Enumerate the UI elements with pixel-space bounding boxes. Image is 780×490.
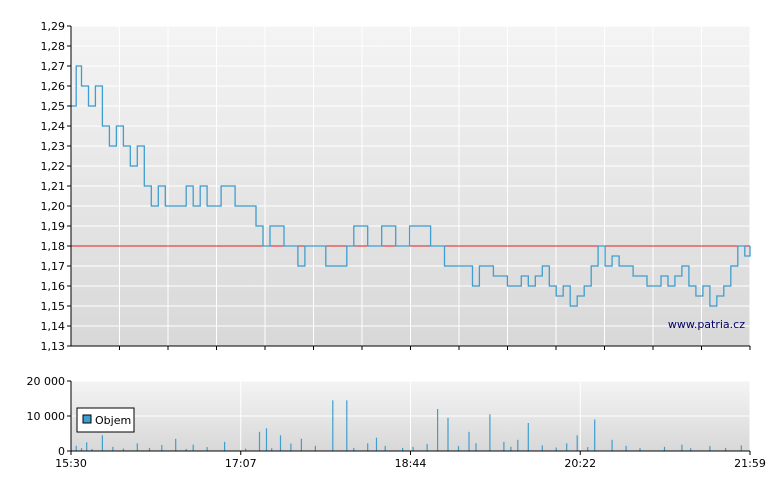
volume-bars: [75, 400, 742, 452]
volume-bar: [112, 446, 114, 451]
volume-bar: [91, 448, 93, 451]
price-y-tick-label: 1,13: [41, 340, 66, 353]
volume-bar: [587, 447, 589, 451]
volume-bar: [75, 445, 77, 452]
volume-y-axis: 20 000 10 000 0: [27, 375, 71, 458]
volume-bar: [402, 447, 404, 451]
volume-bar: [384, 445, 386, 452]
volume-bar: [279, 435, 282, 452]
volume-bar: [101, 435, 103, 452]
volume-bar: [503, 441, 505, 451]
price-y-tick-label: 1,17: [41, 260, 66, 273]
volume-bar: [639, 448, 641, 451]
volume-bar: [437, 409, 439, 451]
price-y-tick-label: 1,16: [41, 280, 66, 293]
price-series-line: [71, 65, 751, 307]
volume-bar: [457, 446, 460, 451]
price-y-tick-label: 1,15: [41, 300, 66, 313]
volume-x-tick-label: 21:59: [734, 457, 766, 470]
price-y-tick-label: 1,27: [41, 60, 66, 73]
volume-bar: [510, 446, 512, 451]
volume-x-tick-label: 20:22: [564, 457, 596, 470]
volume-x-tick-label: 18:44: [395, 457, 427, 470]
volume-bar: [290, 443, 292, 451]
volume-bar: [224, 441, 226, 451]
volume-bar: [594, 419, 596, 451]
volume-bar: [625, 445, 627, 452]
volume-bar: [175, 438, 177, 452]
volume-bar: [576, 435, 578, 452]
volume-bar: [300, 438, 302, 452]
volume-bar: [346, 400, 348, 452]
volume-y-tick-label: 10 000: [27, 410, 66, 423]
volume-x-tick-label: 15:30: [55, 457, 87, 470]
volume-bar: [681, 444, 683, 451]
price-y-tick-label: 1,25: [41, 100, 66, 113]
price-y-axis: 1,29 1,28 1,27 1,26 1,25 1,24 1,23 1,22 1,21 1,20…: [41, 20, 71, 353]
price-y-tick-label: 1,22: [41, 160, 66, 173]
volume-bar: [527, 423, 529, 451]
volume-bar: [426, 444, 428, 451]
volume-bar: [314, 445, 316, 452]
volume-bar: [375, 437, 378, 451]
volume-bar: [161, 445, 163, 451]
volume-bar: [136, 443, 138, 451]
volume-bar: [611, 439, 613, 451]
price-x-ticks: [119, 346, 751, 350]
volume-bar: [412, 446, 414, 451]
price-y-tick-label: 1,21: [41, 180, 66, 193]
volume-bar: [80, 448, 83, 451]
volume-bar: [709, 446, 711, 451]
legend-swatch: [82, 414, 92, 424]
volume-bar: [192, 444, 194, 451]
volume-bar: [475, 443, 477, 451]
price-y-tick-label: 1,29: [41, 20, 66, 33]
price-y-tick-label: 1,26: [41, 80, 66, 93]
volume-y-tick-label: 0: [58, 445, 65, 458]
volume-bar: [206, 447, 208, 451]
volume-bar: [245, 448, 247, 451]
volume-bar: [353, 447, 355, 451]
volume-bar: [265, 428, 268, 452]
volume-bar: [86, 442, 88, 452]
price-y-tick-label: 1,20: [41, 200, 66, 213]
price-y-tick-label: 1,14: [41, 320, 66, 333]
volume-y-tick-label: 20 000: [27, 375, 66, 388]
price-y-tick-label: 1,28: [41, 40, 66, 53]
legend-label: Objem: [95, 414, 131, 427]
volume-bar: [258, 431, 261, 452]
volume-bar: [367, 443, 369, 451]
volume-bar: [447, 417, 449, 452]
volume-bar: [541, 445, 543, 451]
watermark: www.patria.cz: [668, 318, 745, 331]
price-y-tick-label: 1,23: [41, 140, 66, 153]
volume-bar: [489, 414, 491, 452]
volume-bar: [663, 446, 666, 451]
volume-x-tick-label: 17:07: [225, 457, 257, 470]
legend: Objem: [76, 407, 135, 433]
volume-bar: [725, 447, 727, 451]
price-y-tick-label: 1,18: [41, 240, 66, 253]
volume-bar: [122, 448, 124, 451]
volume-bar: [468, 431, 470, 452]
volume-bar: [566, 443, 568, 451]
volume-bar: [517, 439, 519, 451]
volume-x-axis: 15:30 17:07 18:44 20:22 21:59: [55, 451, 766, 470]
price-y-tick-label: 1,19: [41, 220, 66, 233]
volume-bar: [690, 448, 692, 451]
volume-bar: [148, 447, 151, 451]
volume-bar: [185, 448, 187, 451]
price-y-tick-label: 1,24: [41, 120, 66, 133]
price-plot: 1,29 1,28 1,27 1,26 1,25 1,24 1,23 1,22 1,21 1,20…: [41, 20, 751, 353]
volume-bar: [332, 400, 334, 452]
volume-bar: [740, 445, 742, 451]
volume-bar: [555, 447, 557, 451]
volume-bar: [271, 448, 273, 451]
